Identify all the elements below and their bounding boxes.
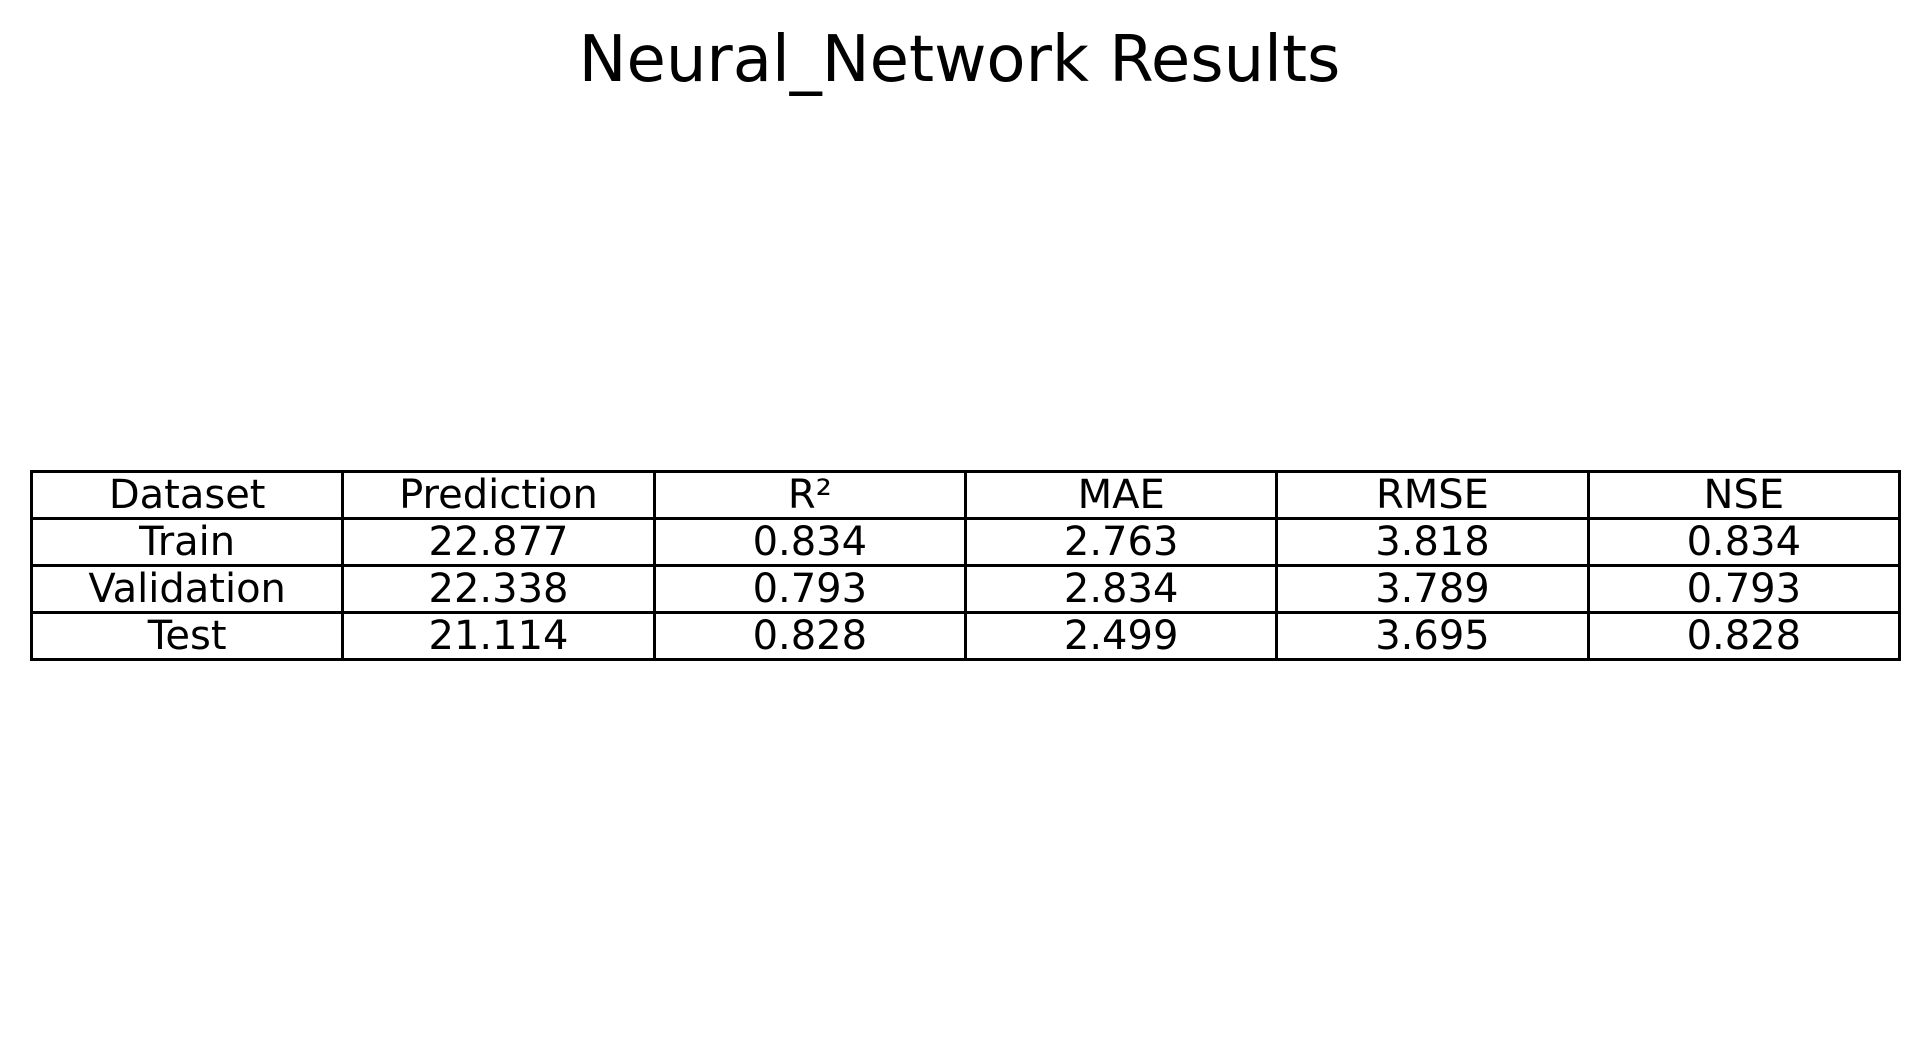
results-table: Dataset Prediction R² MAE RMSE NSE Train… (29, 470, 1902, 661)
cell-prediction: 21.114 (341, 611, 656, 661)
cell-prediction: 22.338 (341, 564, 656, 614)
table-row: Validation 22.338 0.793 2.834 3.789 0.79… (29, 564, 1902, 614)
column-header-dataset: Dataset (29, 470, 345, 520)
table-row: Train 22.877 0.834 2.763 3.818 0.834 (29, 517, 1902, 567)
chart-title: Neural_Network Results (578, 23, 1341, 97)
cell-nse: 0.793 (1586, 564, 1902, 614)
cell-dataset: Validation (29, 564, 345, 614)
cell-mae: 2.834 (963, 564, 1279, 614)
cell-mae: 2.763 (963, 517, 1279, 567)
cell-rmse: 3.818 (1275, 517, 1590, 567)
cell-nse: 0.828 (1586, 611, 1902, 661)
table-row: Test 21.114 0.828 2.499 3.695 0.828 (29, 611, 1902, 661)
cell-prediction: 22.877 (341, 517, 656, 567)
cell-nse: 0.834 (1586, 517, 1902, 567)
column-header-rmse: RMSE (1275, 470, 1590, 520)
cell-rmse: 3.695 (1275, 611, 1590, 661)
cell-dataset: Test (29, 611, 345, 661)
table-header-row: Dataset Prediction R² MAE RMSE NSE (29, 470, 1902, 520)
cell-dataset: Train (29, 517, 345, 567)
column-header-r2: R² (652, 470, 967, 520)
column-header-mae: MAE (963, 470, 1279, 520)
cell-r2: 0.834 (652, 517, 967, 567)
cell-r2: 0.793 (652, 564, 967, 614)
column-header-nse: NSE (1586, 470, 1902, 520)
cell-rmse: 3.789 (1275, 564, 1590, 614)
cell-r2: 0.828 (652, 611, 967, 661)
column-header-prediction: Prediction (341, 470, 656, 520)
cell-mae: 2.499 (963, 611, 1279, 661)
